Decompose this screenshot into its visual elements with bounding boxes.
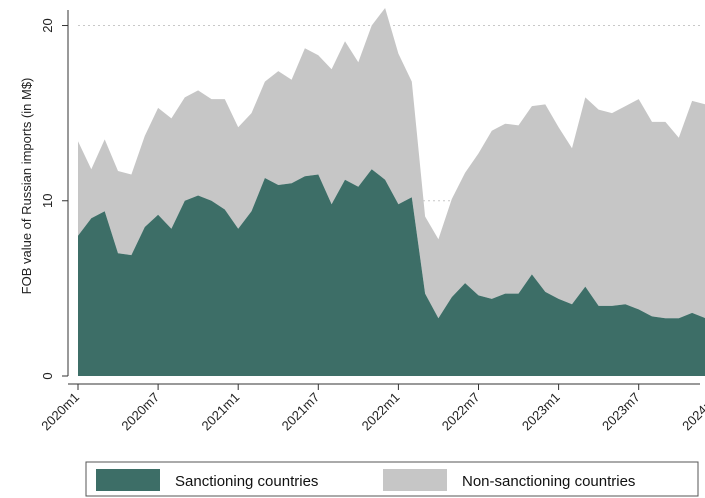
legend: Sanctioning countries Non-sanctioning co… [85, 461, 699, 497]
x-tick-label-2021m1: 2021m1 [198, 390, 242, 434]
x-tick-label-2022m7: 2022m7 [439, 390, 483, 434]
y-tick-label-20: 20 [40, 18, 55, 32]
x-tick-label-2020m1: 2020m1 [38, 390, 82, 434]
x-tick-label-2021m7: 2021m7 [279, 390, 323, 434]
area-sanctioning [78, 169, 705, 376]
legend-label-sanctioning: Sanctioning countries [175, 473, 318, 490]
x-tick-label-2020m7: 2020m7 [118, 390, 162, 434]
x-tick-label-2022m1: 2022m1 [359, 390, 403, 434]
legend-swatch-sanctioning [96, 469, 160, 491]
x-tick-label-2023m1: 2023m1 [519, 390, 563, 434]
area-layer [78, 8, 705, 376]
x-tick-label-2023m7: 2023m7 [599, 390, 643, 434]
legend-swatch-non-sanctioning [383, 469, 447, 491]
area-non-sanctioning [78, 8, 705, 319]
legend-label-non-sanctioning: Non-sanctioning countries [462, 473, 635, 490]
y-axis-title: FOB value of Russian imports (in M$) [19, 78, 34, 295]
x-tick-label-2024m1: 2024m1 [679, 390, 705, 434]
plot-area: 0 10 20 2020m1 2020m7 2021m1 2021m7 2022m1 2022m… [38, 8, 705, 433]
y-tick-label-10: 10 [40, 194, 55, 208]
y-tick-label-0: 0 [40, 372, 55, 379]
